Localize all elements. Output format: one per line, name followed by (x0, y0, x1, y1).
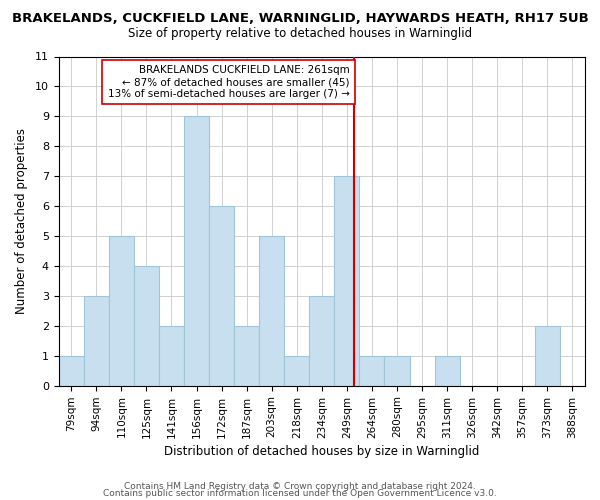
Bar (209, 206, 234, 386)
Bar (84, 296, 109, 386)
Bar (134, 266, 159, 386)
Bar (359, 356, 385, 386)
Text: Contains public sector information licensed under the Open Government Licence v3: Contains public sector information licen… (103, 489, 497, 498)
Bar (310, 296, 334, 386)
Text: Contains HM Land Registry data © Crown copyright and database right 2024.: Contains HM Land Registry data © Crown c… (124, 482, 476, 491)
Text: BRAKELANDS CUCKFIELD LANE: 261sqm
← 87% of detached houses are smaller (45)
13% : BRAKELANDS CUCKFIELD LANE: 261sqm ← 87% … (107, 66, 349, 98)
Bar (109, 236, 134, 386)
Bar (284, 356, 310, 386)
X-axis label: Distribution of detached houses by size in Warninglid: Distribution of detached houses by size … (164, 444, 479, 458)
Bar (234, 326, 259, 386)
Bar (334, 176, 359, 386)
Bar (535, 326, 560, 386)
Bar (159, 326, 184, 386)
Text: BRAKELANDS, CUCKFIELD LANE, WARNINGLID, HAYWARDS HEATH, RH17 5UB: BRAKELANDS, CUCKFIELD LANE, WARNINGLID, … (11, 12, 589, 26)
Bar (259, 236, 284, 386)
Bar (59, 356, 84, 386)
Text: Size of property relative to detached houses in Warninglid: Size of property relative to detached ho… (128, 28, 472, 40)
Bar (434, 356, 460, 386)
Y-axis label: Number of detached properties: Number of detached properties (15, 128, 28, 314)
Bar (184, 116, 209, 386)
Bar (385, 356, 410, 386)
